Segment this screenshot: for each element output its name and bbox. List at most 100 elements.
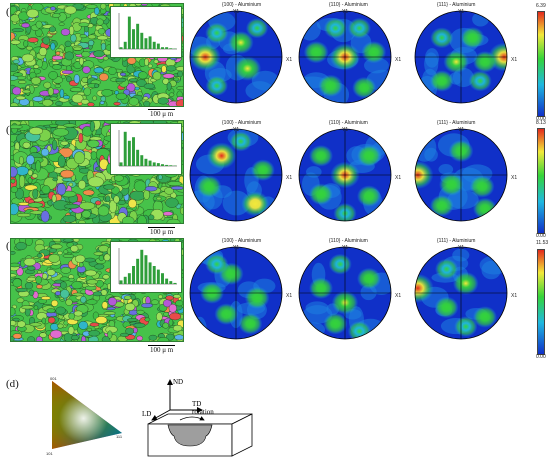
axis-x1-c0: X1 [286, 293, 293, 299]
grain [126, 318, 139, 322]
pole-density-peak [357, 185, 381, 207]
histogram-bar [148, 36, 152, 49]
grain [96, 35, 109, 41]
pole-figure-c-111 [414, 246, 508, 340]
grain [51, 299, 59, 307]
pole-density-peak [205, 253, 229, 275]
colorbar-b [537, 128, 545, 234]
grain [50, 329, 63, 339]
grain [167, 181, 182, 187]
grain [144, 58, 149, 67]
grain [71, 281, 83, 290]
pole-density-peak [453, 271, 479, 295]
grain [103, 184, 115, 190]
grain [41, 273, 48, 280]
grain [42, 36, 50, 45]
grain [164, 187, 175, 195]
histogram-bar [161, 164, 164, 166]
ebsd-map-b [10, 120, 184, 224]
grain [152, 71, 162, 81]
grain [166, 218, 181, 223]
grain [150, 299, 160, 305]
pole-density-peak [435, 258, 459, 280]
grain [85, 4, 98, 9]
grain [78, 132, 84, 144]
grain [17, 320, 26, 328]
grain [162, 211, 174, 216]
grain [168, 92, 175, 97]
grain [93, 50, 105, 58]
axis-x1-a2: X1 [511, 57, 518, 63]
grain [133, 180, 147, 192]
grain [56, 183, 67, 196]
grain [165, 197, 179, 208]
histogram-bar [165, 278, 169, 284]
grain [11, 262, 21, 268]
grain [142, 96, 149, 101]
grain [88, 39, 95, 46]
pole-figure-b-110 [298, 128, 392, 222]
grain [57, 155, 66, 168]
grain [12, 59, 20, 64]
grain [78, 262, 84, 268]
grain [31, 76, 41, 85]
grain [175, 99, 183, 106]
grain [17, 202, 30, 206]
grain [52, 177, 58, 182]
grain [93, 251, 104, 256]
axis-y1-a0: Y1 [233, 9, 240, 15]
grain [141, 4, 148, 6]
pole-density-peak [205, 75, 228, 96]
histogram-bar [169, 165, 173, 166]
pole-density-peak [357, 267, 381, 290]
grain [51, 139, 58, 151]
pole-density-peak [347, 320, 372, 339]
grain-size-histogram-a [110, 6, 182, 58]
grain [161, 65, 167, 73]
grain [67, 326, 75, 335]
grain [38, 47, 48, 56]
grain [168, 318, 174, 327]
grain [157, 97, 170, 105]
colorbar-min-b: 0.00 [536, 233, 546, 239]
histogram-bar [119, 162, 123, 166]
pole-figure-a-100 [189, 10, 283, 104]
grain [68, 182, 74, 187]
grain [63, 95, 70, 100]
pole-density-peak [241, 191, 270, 217]
histogram-bar [152, 266, 156, 284]
histogram-bar [144, 38, 148, 49]
grain [74, 254, 86, 263]
histogram-bar [123, 41, 127, 49]
histogram-bar [132, 266, 135, 284]
histogram-bar [136, 149, 140, 166]
grain [23, 40, 29, 48]
pole-density-peak [469, 175, 495, 198]
grain [87, 102, 95, 106]
histogram-bar [165, 164, 169, 166]
grain [143, 83, 155, 90]
grain [101, 89, 113, 97]
histogram-bar [136, 23, 140, 49]
grain [80, 296, 87, 304]
axis-x1-b0: X1 [286, 175, 293, 181]
grain [55, 101, 63, 106]
grain [103, 311, 116, 315]
schematic-ld-label: LD [142, 410, 151, 418]
histogram-bar [123, 276, 127, 284]
grain [26, 45, 33, 51]
grain [95, 200, 102, 206]
colorbar-max-b: 8.13 [536, 120, 546, 126]
grain [165, 65, 177, 72]
grain [31, 173, 38, 179]
grain [102, 274, 110, 280]
grain [22, 141, 31, 149]
pole-density-peak [473, 51, 497, 73]
grain [51, 194, 57, 203]
grain [79, 201, 96, 210]
grain [78, 22, 90, 27]
colorbar-min-a: 0.00 [536, 116, 546, 122]
grain [36, 253, 43, 258]
grain [15, 241, 27, 251]
colorbar-min-c: 0.00 [536, 354, 546, 360]
